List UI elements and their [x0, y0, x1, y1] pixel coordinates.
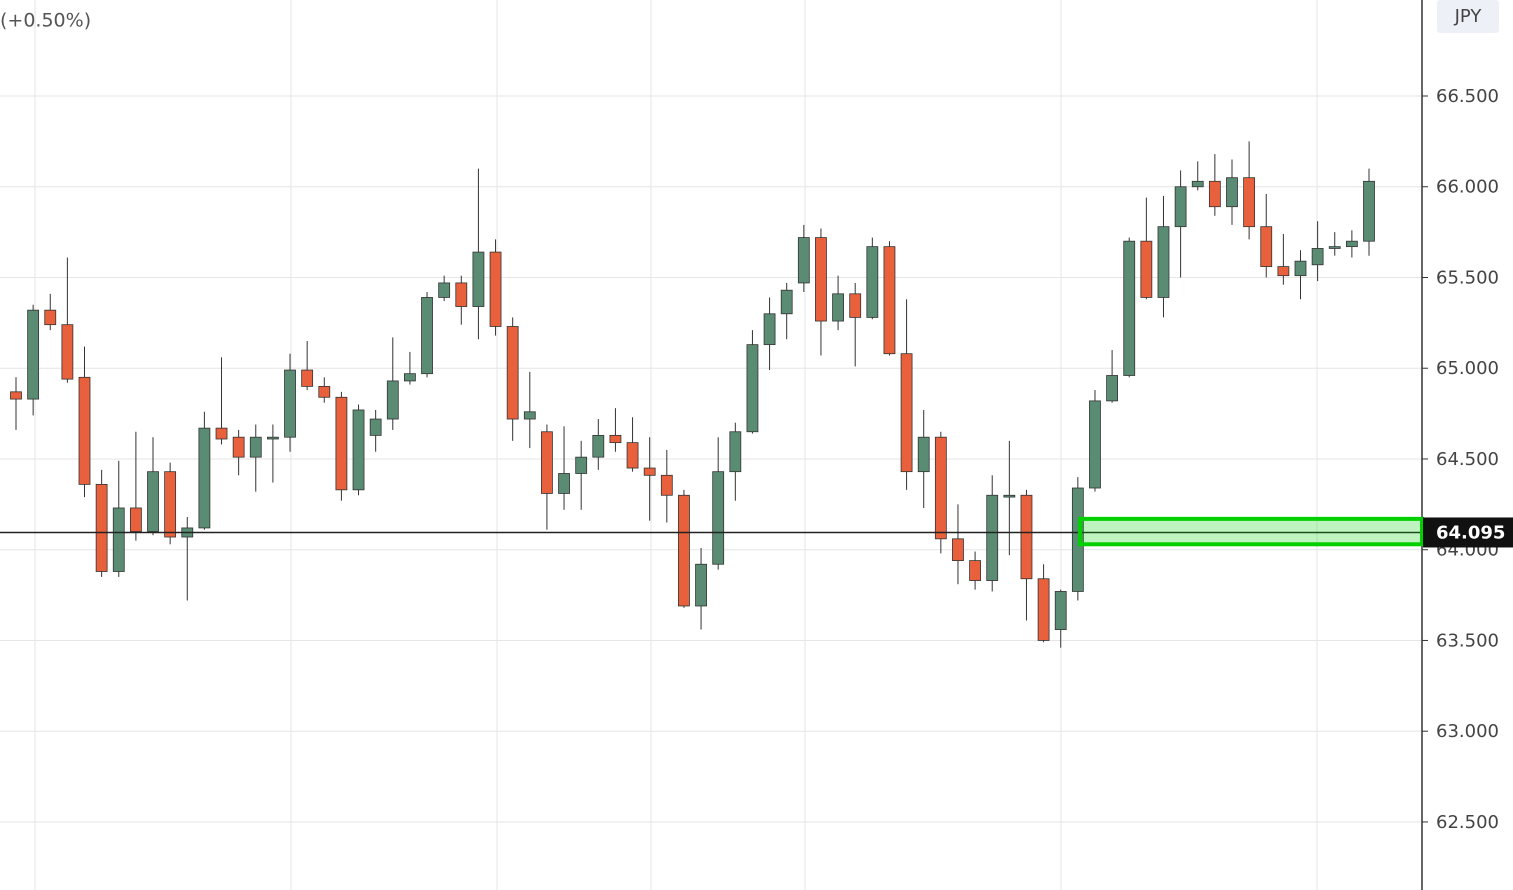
y-tick-label: 64.500 — [1436, 449, 1499, 470]
candle-body — [147, 471, 159, 532]
candle-body — [232, 436, 245, 458]
candle-body — [335, 396, 348, 491]
candle-body — [129, 507, 142, 532]
candle-body — [369, 418, 382, 436]
candle-body — [455, 282, 468, 307]
candle-body — [558, 473, 570, 494]
candle-body — [541, 431, 553, 494]
candle-body — [386, 380, 399, 420]
candle-body — [78, 376, 91, 485]
y-tick-label: 62.500 — [1436, 812, 1499, 833]
candle-body — [506, 326, 519, 420]
y-tick-label: 66.500 — [1436, 86, 1499, 107]
candle-body — [1243, 177, 1256, 228]
candle-body — [832, 293, 844, 322]
candle-body — [1294, 260, 1307, 277]
candle-body — [421, 297, 433, 375]
subtitle: (+0.50%) — [0, 10, 91, 32]
candle-body — [438, 282, 451, 298]
zone — [1078, 516, 1424, 547]
candle-body — [815, 237, 827, 322]
candle-body — [352, 409, 365, 491]
candle-body — [986, 494, 999, 581]
candle-body — [797, 237, 810, 284]
candle-body — [1003, 494, 1016, 498]
candle-body — [44, 309, 57, 326]
candle-body — [301, 369, 314, 387]
candle-body — [969, 560, 981, 581]
candle-body — [523, 411, 536, 420]
candle-body — [660, 474, 673, 496]
candle-body — [1071, 487, 1084, 592]
candle-body — [61, 324, 74, 380]
candle-body — [472, 251, 485, 307]
candle-body — [249, 436, 262, 458]
candle-body — [215, 427, 228, 440]
candle-body — [112, 507, 125, 572]
candle-body — [1277, 266, 1290, 277]
currency-label: JPY — [1454, 6, 1483, 27]
candle-body — [592, 434, 605, 458]
candle-body — [1140, 240, 1153, 298]
candle-body — [917, 436, 930, 473]
candle-body — [1191, 180, 1204, 188]
y-tick-label: 63.000 — [1436, 721, 1499, 742]
y-tick-label: 63.500 — [1436, 630, 1499, 651]
candle-body — [712, 471, 725, 565]
candle-body — [1328, 246, 1341, 249]
candle-body — [284, 369, 296, 438]
candle-body — [10, 391, 22, 400]
candle-body — [695, 563, 707, 607]
candle-body — [900, 353, 913, 473]
candle-body — [1260, 226, 1273, 268]
candle-body — [1106, 375, 1119, 402]
candle-body — [318, 385, 331, 398]
candle-body — [763, 313, 776, 346]
candle-body — [1363, 180, 1375, 242]
price-label: 64.095 — [1436, 522, 1505, 543]
candle-body — [164, 471, 177, 538]
candle-body — [849, 293, 862, 318]
candle-body — [198, 427, 211, 529]
candle-body — [1054, 591, 1067, 630]
candle-body — [643, 467, 656, 476]
candle-body — [27, 309, 40, 400]
candle-body — [1208, 180, 1221, 208]
candle-body — [729, 431, 742, 473]
y-tick-label: 65.000 — [1436, 358, 1499, 379]
candle-body — [1311, 248, 1324, 266]
candle-body — [1226, 177, 1238, 208]
candle-body — [1037, 578, 1050, 641]
candle-body — [266, 436, 279, 440]
candle-body — [934, 436, 947, 540]
currency-box — [1437, 0, 1499, 33]
candle-body — [746, 344, 759, 433]
candle-body — [952, 538, 964, 562]
candle-body — [1174, 186, 1187, 228]
candle-body — [609, 434, 622, 444]
candle-body — [1123, 240, 1136, 376]
candle-body — [1157, 226, 1170, 298]
candle-body — [575, 456, 588, 474]
candle-body — [95, 483, 108, 572]
time-grid — [34, 0, 1318, 890]
candle-body — [1020, 494, 1033, 580]
candle-body — [678, 494, 690, 607]
candle-body — [866, 246, 879, 318]
candle-body — [1345, 240, 1358, 248]
y-tick-label: 65.500 — [1436, 267, 1499, 288]
price-label-box — [1423, 517, 1513, 548]
candle-body — [626, 442, 639, 469]
candle-body — [489, 251, 502, 327]
candle-body — [780, 289, 793, 315]
candle-body — [404, 373, 416, 382]
candle-body — [883, 246, 896, 355]
candle-body — [1089, 400, 1101, 489]
y-tick-label: 66.000 — [1436, 177, 1499, 198]
